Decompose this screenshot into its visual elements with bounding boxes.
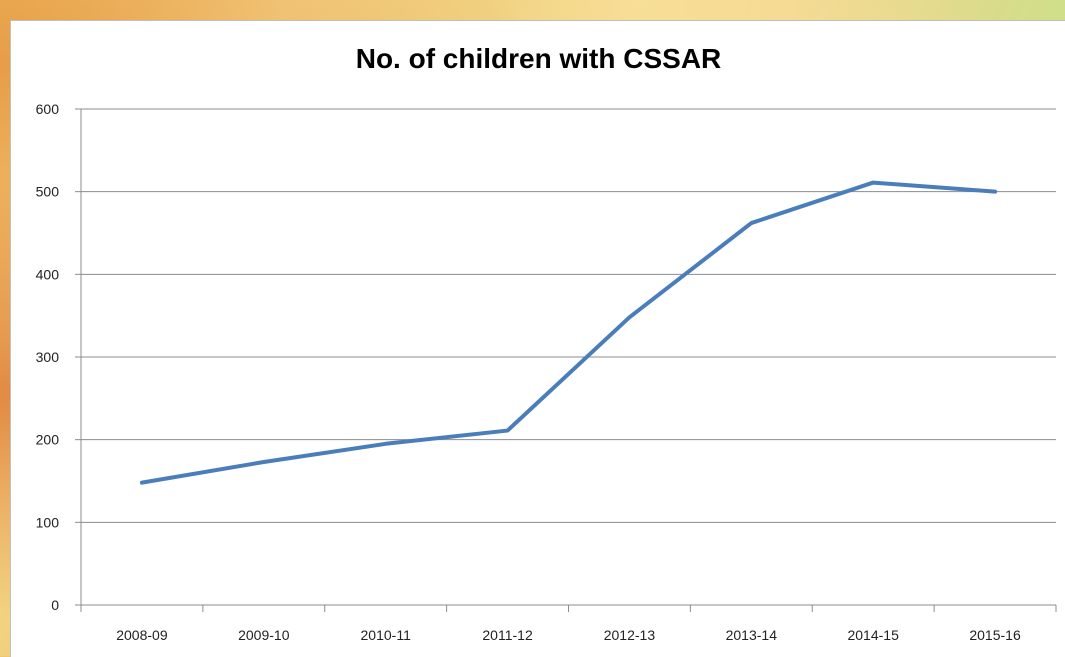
x-tick-label: 2010-11: [361, 627, 412, 643]
line-chart: 0 100 200 300 400 500 600 2008-09 2009-10 2010-11…: [11, 21, 1065, 657]
x-tick-label: 2009-10: [238, 627, 290, 643]
y-tick-label: 200: [36, 432, 60, 448]
x-tick-label: 2014-15: [847, 627, 899, 643]
x-tick-label: 2013-14: [726, 627, 778, 643]
y-tick-label: 300: [36, 349, 60, 365]
y-tick-label: 600: [36, 101, 60, 117]
x-tick-label: 2015-16: [969, 627, 1021, 643]
x-tick-label: 2011-12: [482, 627, 533, 643]
series-line: [142, 183, 995, 483]
x-tick-label: 2008-09: [116, 627, 168, 643]
y-tick-label: 400: [36, 266, 60, 282]
y-tick-label: 100: [36, 514, 60, 530]
y-tick-label: 500: [36, 184, 60, 200]
x-tick-label: 2012-13: [604, 627, 656, 643]
y-tick-label: 0: [51, 597, 59, 613]
